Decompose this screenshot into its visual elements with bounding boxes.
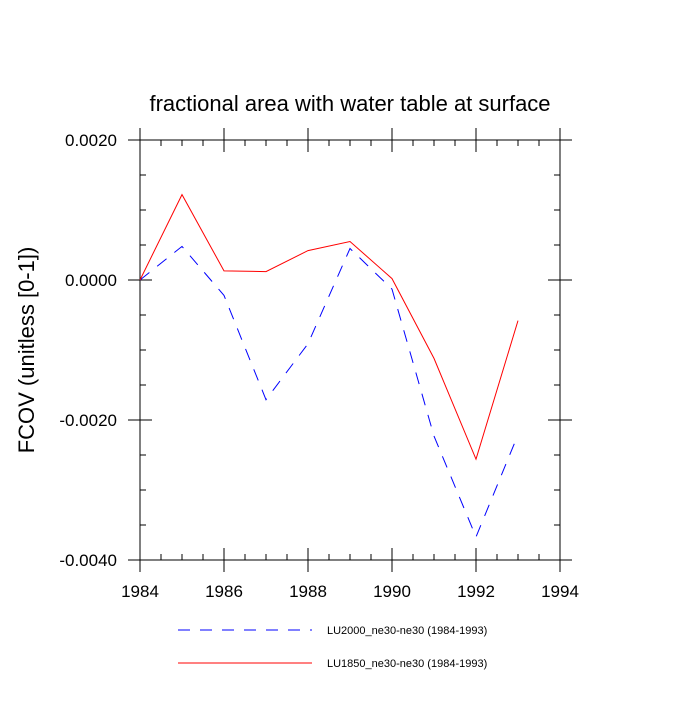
x-tick-label: 1990 — [373, 582, 411, 601]
legend: LU2000_ne30-ne30 (1984-1993) LU1850_ne30-… — [178, 625, 487, 670]
series-line-lu1850 — [139, 193, 519, 461]
y-tick-label: 0.0020 — [65, 131, 117, 150]
chart-title: fractional area with water table at surf… — [149, 91, 550, 116]
y-tick-label: -0.0020 — [59, 411, 117, 430]
x-tick-label: 1992 — [457, 582, 495, 601]
x-tick-label: 1986 — [205, 582, 243, 601]
plot-frame — [139, 139, 561, 561]
y-axis-label: FCOV (unitless [0-1]) — [14, 247, 39, 454]
y-tick-label: 0.0000 — [65, 271, 117, 290]
series-layer — [139, 193, 519, 539]
x-tick-label: 1988 — [289, 582, 327, 601]
x-tick-label: 1984 — [121, 582, 159, 601]
legend-label: LU2000_ne30-ne30 (1984-1993) — [327, 625, 487, 637]
y-tick-label: -0.0040 — [59, 551, 117, 570]
axes-layer: 1984 1986 1988 1990 1992 1994 -0.0040 -0.0020 0.… — [59, 128, 579, 601]
series-line-lu2000 — [139, 245, 519, 539]
legend-label: LU1850_ne30-ne30 (1984-1993) — [327, 658, 487, 670]
x-tick-label: 1994 — [541, 582, 579, 601]
